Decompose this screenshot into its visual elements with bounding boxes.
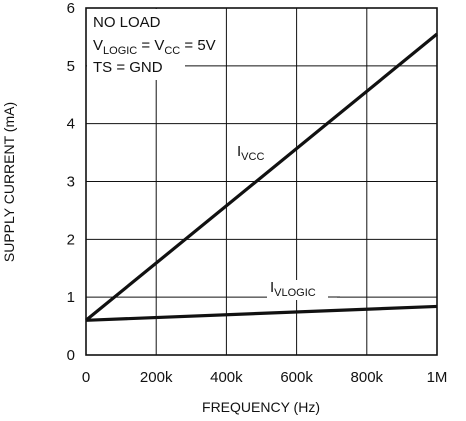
y-tick-label: 6 — [67, 0, 75, 17]
y-axis-label: SUPPLY CURRENT (mA) — [1, 102, 17, 262]
condition-v1: V — [93, 37, 103, 54]
x-tick-label: 0 — [82, 369, 90, 386]
y-tick-label: 3 — [67, 174, 75, 191]
condition-v2-sub: CC — [164, 45, 180, 57]
grid — [86, 8, 437, 355]
condition-ts-gnd: TS = GND — [93, 59, 163, 76]
condition-vlogic-vcc: VLOGIC = VCC = 5V — [93, 37, 216, 57]
series-ivlogic-label-main: I — [270, 279, 274, 296]
x-tick-label: 1M — [427, 369, 448, 386]
x-axis-label: FREQUENCY (Hz) — [202, 399, 320, 415]
series-ivcc-line — [84, 32, 439, 322]
conditions-box — [87, 9, 185, 80]
y-tick-labels: 0 1 2 3 4 5 6 — [67, 0, 75, 364]
series-ivcc-label-sub: VCC — [241, 151, 264, 163]
x-tick-labels: 0 200k 400k 600k 800k 1M — [82, 369, 448, 386]
condition-v1-sub: LOGIC — [103, 45, 137, 57]
y-tick-label: 1 — [67, 289, 75, 306]
y-tick-label: 5 — [67, 58, 75, 75]
condition-no-load: NO LOAD — [93, 14, 161, 31]
x-tick-label: 600k — [280, 369, 313, 386]
series-ivlogic-label: IVLOGIC — [270, 279, 316, 299]
series-ivlogic-line — [85, 304, 438, 322]
x-tick-label: 800k — [351, 369, 384, 386]
series-ivlogic-label-sub: VLOGIC — [274, 287, 316, 299]
x-tick-label: 400k — [210, 369, 243, 386]
x-tick-label: 200k — [140, 369, 173, 386]
y-tick-label: 0 — [67, 347, 75, 364]
y-tick-label: 4 — [67, 116, 75, 133]
series-ivlogic-label-bg — [267, 280, 337, 300]
series-ivcc-label-main: I — [237, 143, 241, 160]
y-tick-label: 2 — [67, 231, 75, 248]
series-ivcc-label: IVCC — [237, 143, 264, 163]
condition-mid: = V — [137, 37, 164, 54]
condition-end: = 5V — [180, 37, 215, 54]
